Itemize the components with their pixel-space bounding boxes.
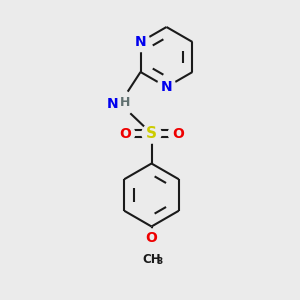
Text: O: O — [146, 232, 158, 245]
Circle shape — [168, 124, 188, 143]
Text: H: H — [120, 95, 130, 109]
Circle shape — [116, 124, 135, 143]
Circle shape — [157, 77, 176, 97]
Text: N: N — [135, 35, 146, 49]
Circle shape — [131, 32, 150, 52]
Circle shape — [140, 248, 163, 271]
Text: S: S — [146, 126, 157, 141]
Text: N: N — [161, 80, 172, 94]
Text: O: O — [172, 127, 184, 140]
Text: 3: 3 — [157, 257, 163, 266]
Circle shape — [142, 124, 161, 143]
Circle shape — [106, 90, 134, 117]
Text: CH: CH — [142, 253, 161, 266]
Text: N: N — [106, 97, 118, 110]
Text: O: O — [119, 127, 131, 140]
Circle shape — [142, 229, 161, 248]
